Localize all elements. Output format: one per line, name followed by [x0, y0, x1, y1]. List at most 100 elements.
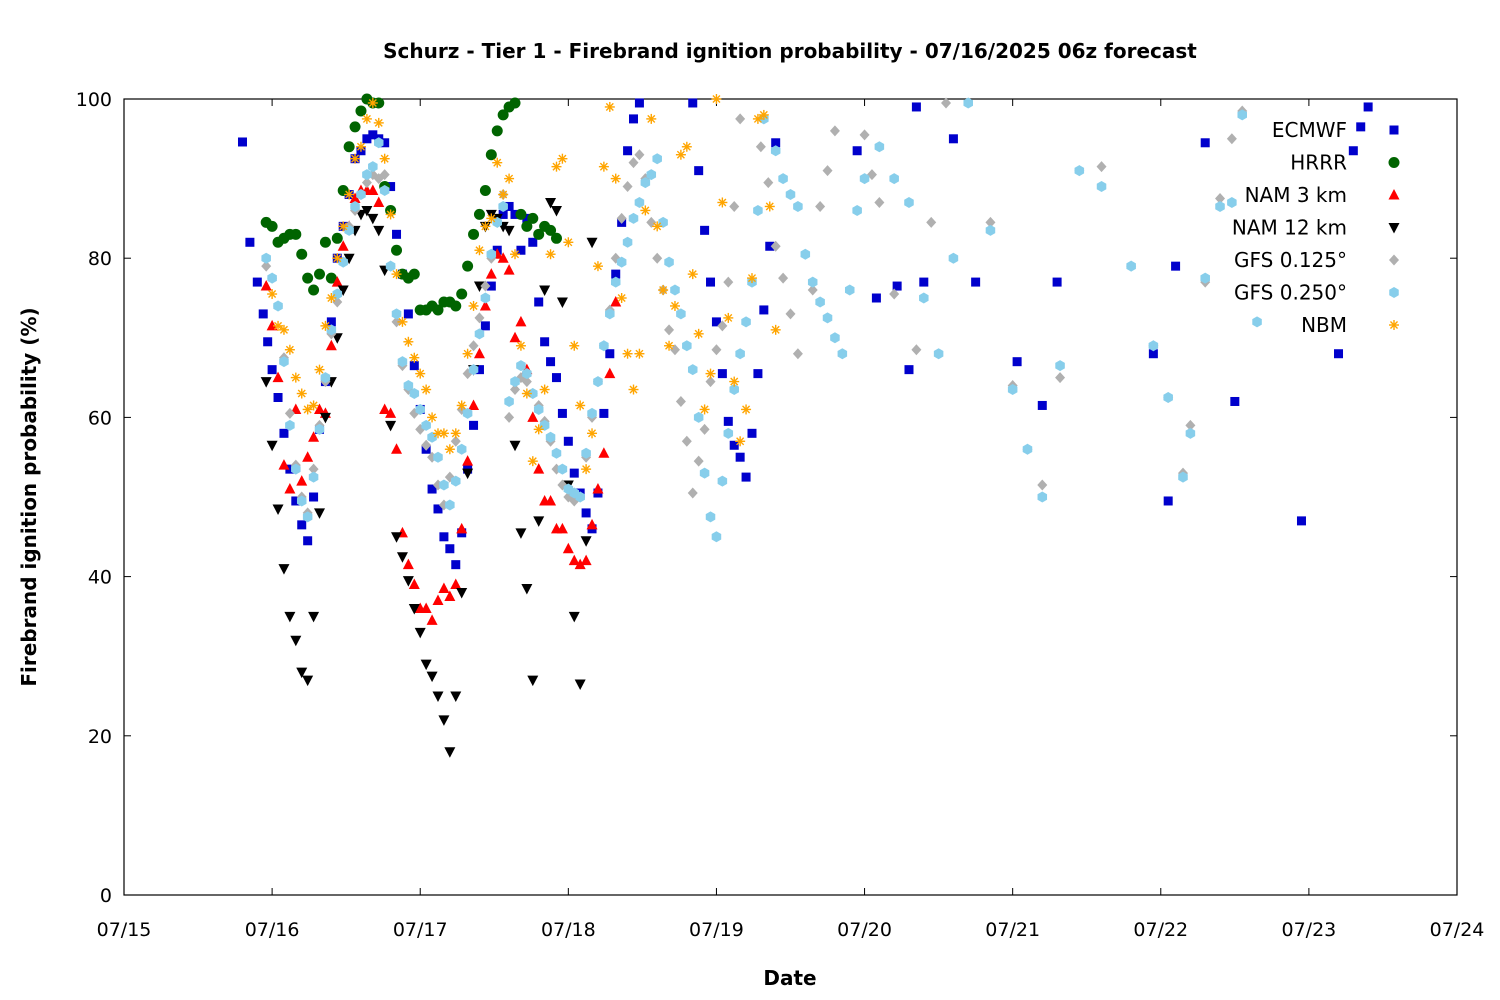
data-point	[259, 309, 268, 318]
data-point	[911, 344, 921, 355]
data-point	[515, 316, 526, 327]
data-point	[515, 209, 526, 220]
data-point	[874, 197, 884, 208]
data-point	[700, 468, 710, 479]
data-point	[469, 421, 478, 430]
data-point	[533, 463, 544, 474]
data-point	[823, 165, 833, 176]
x-tick-label: 07/16	[245, 919, 300, 941]
data-point	[320, 237, 331, 248]
data-point	[676, 308, 686, 319]
data-point	[1227, 133, 1237, 144]
data-point	[279, 325, 289, 335]
data-point	[658, 285, 668, 295]
data-point	[456, 523, 467, 534]
data-point	[582, 508, 591, 517]
data-point	[527, 213, 538, 224]
data-point	[427, 672, 438, 683]
data-point	[385, 421, 396, 432]
data-point	[670, 301, 680, 311]
data-point	[1171, 262, 1180, 271]
data-point	[457, 400, 467, 410]
data-point	[718, 476, 728, 487]
data-point	[415, 628, 426, 639]
data-point	[392, 269, 402, 279]
data-point	[397, 317, 407, 327]
data-point	[245, 238, 254, 247]
data-point	[302, 676, 313, 687]
data-point	[450, 692, 461, 703]
data-point	[1334, 349, 1343, 358]
data-point	[238, 137, 247, 146]
data-point	[557, 297, 568, 308]
data-point	[291, 373, 301, 383]
data-point	[278, 564, 289, 575]
data-point	[724, 417, 733, 426]
data-point	[261, 253, 271, 264]
data-point	[462, 455, 473, 466]
data-point	[469, 301, 479, 311]
data-point	[427, 614, 438, 625]
data-point	[652, 253, 662, 264]
data-point	[676, 396, 686, 407]
data-point	[290, 636, 301, 647]
data-point	[451, 428, 461, 438]
y-tick-label: 60	[88, 407, 112, 429]
data-point	[445, 444, 455, 454]
data-point	[539, 286, 550, 297]
data-point	[759, 305, 768, 314]
data-point	[635, 197, 645, 208]
data-point	[729, 377, 739, 387]
data-point	[736, 453, 745, 462]
data-point	[575, 680, 586, 691]
data-point	[516, 341, 526, 351]
data-point	[392, 230, 401, 239]
data-point	[587, 519, 598, 530]
data-point	[623, 237, 633, 248]
data-point	[474, 245, 484, 255]
legend-marker	[1389, 320, 1399, 330]
data-point	[403, 337, 413, 347]
data-point	[569, 341, 579, 351]
data-point	[540, 337, 549, 346]
data-point	[457, 444, 467, 455]
data-point	[498, 190, 508, 200]
data-point	[373, 196, 384, 207]
data-point	[682, 436, 692, 447]
data-point	[332, 253, 342, 263]
data-point	[688, 364, 698, 375]
data-point	[629, 157, 639, 168]
data-point	[474, 348, 485, 359]
data-point	[296, 475, 307, 486]
data-point	[534, 424, 544, 434]
data-point	[374, 118, 384, 128]
data-point	[486, 268, 497, 279]
data-point	[1297, 516, 1306, 525]
data-point	[823, 312, 833, 323]
data-point	[456, 289, 467, 300]
data-point	[786, 308, 796, 319]
data-point	[741, 316, 751, 327]
data-point	[267, 221, 278, 232]
data-point	[326, 340, 337, 351]
data-point	[700, 404, 710, 414]
data-point	[290, 229, 301, 240]
data-point	[735, 436, 745, 446]
data-point	[486, 149, 497, 160]
data-point	[504, 226, 515, 237]
data-point	[712, 531, 722, 542]
data-point	[392, 308, 402, 319]
data-point	[575, 400, 585, 410]
data-point	[652, 153, 662, 164]
x-tick-label: 07/23	[1282, 919, 1337, 941]
data-point	[558, 409, 567, 418]
data-point	[763, 177, 773, 188]
data-point	[1227, 197, 1237, 208]
data-point	[1186, 428, 1196, 439]
chart-title: Schurz - Tier 1 - Firebrand ignition pro…	[383, 39, 1197, 63]
data-point	[838, 348, 848, 359]
data-point	[546, 249, 556, 259]
data-point	[314, 269, 325, 280]
data-point	[438, 715, 449, 726]
data-point	[587, 238, 598, 249]
